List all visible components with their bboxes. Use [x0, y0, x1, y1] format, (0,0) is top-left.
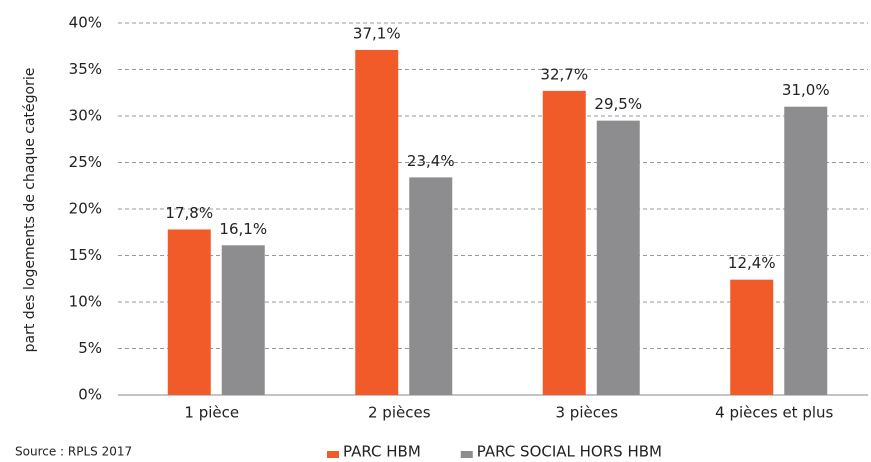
y-tick-label: 5%: [78, 339, 102, 357]
bar: [730, 279, 774, 395]
value-label: 23,4%: [407, 152, 455, 170]
legend-swatch: [327, 451, 339, 458]
y-axis-label: part des logements de chaque catégorie: [22, 68, 38, 353]
value-label: 37,1%: [353, 24, 401, 42]
x-tick-label: 1 pièce: [184, 404, 239, 422]
value-label: 12,4%: [728, 254, 776, 272]
y-tick-label: 40%: [69, 14, 102, 32]
x-tick-label: 3 pièces: [555, 404, 618, 422]
y-tick-label: 20%: [69, 200, 102, 218]
x-tick-label: 2 pièces: [368, 404, 431, 422]
y-tick-label: 35%: [69, 60, 102, 78]
bar: [409, 177, 453, 395]
y-tick-label: 10%: [69, 293, 102, 311]
y-tick-label: 0%: [78, 386, 102, 404]
value-label: 29,5%: [594, 95, 642, 113]
value-label: 17,8%: [165, 204, 213, 222]
y-tick-label: 30%: [69, 107, 102, 125]
y-tick-label: 15%: [69, 246, 102, 264]
legend-label: PARC SOCIAL HORS HBM: [477, 443, 662, 461]
x-tick-label: 4 pièces et plus: [715, 404, 833, 422]
source-note: Source : RPLS 2017: [15, 445, 132, 459]
bar: [784, 106, 828, 395]
value-label: 32,7%: [540, 65, 588, 83]
value-label: 16,1%: [219, 220, 267, 238]
y-tick-label: 25%: [69, 153, 102, 171]
value-label: 31,0%: [782, 81, 830, 99]
bar: [542, 90, 586, 395]
legend-label: PARC HBM: [343, 443, 421, 461]
bar: [167, 229, 211, 395]
legend-swatch: [460, 451, 473, 458]
bar: [355, 49, 399, 395]
bar: [596, 120, 640, 396]
bar: [221, 245, 265, 395]
